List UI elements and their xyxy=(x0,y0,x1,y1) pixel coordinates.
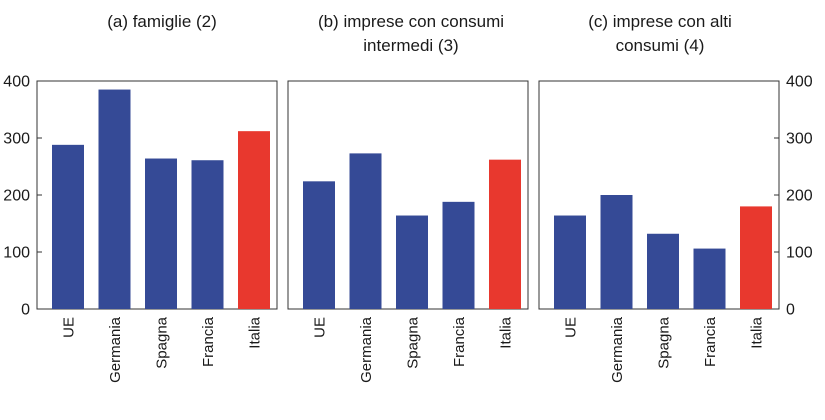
chart-panel-1: (a) famiglie (2) 0 100 200 300 400 UE Germania S… xyxy=(3,12,278,383)
category-label: Italia xyxy=(749,316,766,348)
panel-title: (b) imprese con consumi intermedi (3) xyxy=(318,12,504,55)
category-label: Italia xyxy=(247,316,264,348)
y-tick-label: 200 xyxy=(3,188,30,205)
bar-germania xyxy=(98,89,131,309)
bar-spagna xyxy=(396,215,428,309)
panel-title-line: (b) imprese con consumi xyxy=(318,12,504,31)
y-tick-label: 100 xyxy=(3,245,30,262)
category-label: UE xyxy=(563,317,580,338)
y-tick-label: 300 xyxy=(786,131,813,148)
bar-germania xyxy=(349,153,382,309)
bar-italia xyxy=(740,206,772,309)
bar-ue xyxy=(52,144,84,309)
y-tick-label: 300 xyxy=(3,131,30,148)
category-label: Francia xyxy=(702,316,719,367)
panel-title-line: (a) famiglie (2) xyxy=(107,12,217,31)
bar-ue xyxy=(303,181,335,309)
bar-spagna xyxy=(647,233,679,309)
category-label: Italia xyxy=(498,316,515,348)
bar-spagna xyxy=(145,158,177,309)
panel-title-line: consumi (4) xyxy=(616,36,705,55)
y-tick-label: 100 xyxy=(786,245,813,262)
bar-germania xyxy=(600,195,633,309)
category-label: Spagna xyxy=(154,316,171,368)
bar-francia xyxy=(191,160,224,309)
category-label: Francia xyxy=(200,316,217,367)
category-label: Germania xyxy=(358,316,375,383)
category-label: Spagna xyxy=(405,316,422,368)
category-label: UE xyxy=(312,317,329,338)
category-label: UE xyxy=(61,317,78,338)
bar-italia xyxy=(489,159,521,309)
y-tick-label: 0 xyxy=(786,302,795,319)
category-label: Germania xyxy=(107,316,124,383)
panel-title-line: (c) imprese con alti xyxy=(588,12,732,31)
category-label: Spagna xyxy=(656,316,673,368)
bar-italia xyxy=(238,131,270,309)
category-label: Francia xyxy=(451,316,468,367)
y-tick-label: 0 xyxy=(21,302,30,319)
chart-panel-2: (b) imprese con consumi intermedi (3) UE Ge… xyxy=(287,12,529,383)
y-tick-label: 400 xyxy=(3,74,30,91)
bar-francia xyxy=(442,201,475,309)
panel-title: (a) famiglie (2) xyxy=(107,12,217,31)
category-label: Germania xyxy=(609,316,626,383)
panel-title: (c) imprese con alti consumi (4) xyxy=(588,12,732,55)
y-tick-label: 400 xyxy=(786,74,813,91)
bar-ue xyxy=(554,215,586,309)
bar-francia xyxy=(693,248,726,309)
panel-title-line: intermedi (3) xyxy=(363,36,458,55)
y-tick-label: 200 xyxy=(786,188,813,205)
chart-panel-3: (c) imprese con alti consumi (4) 0 100 200 30… xyxy=(538,12,813,383)
